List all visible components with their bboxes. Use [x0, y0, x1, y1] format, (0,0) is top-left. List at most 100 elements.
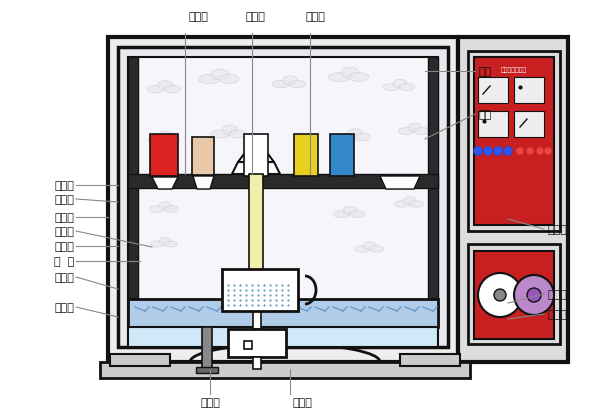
- Polygon shape: [238, 155, 274, 163]
- Ellipse shape: [393, 80, 407, 88]
- Circle shape: [474, 147, 483, 156]
- Circle shape: [526, 148, 534, 155]
- Ellipse shape: [337, 134, 355, 142]
- Text: 测试件: 测试件: [305, 12, 325, 22]
- Bar: [514, 112, 544, 138]
- Text: 盐水喷雾试验箱: 盐水喷雾试验箱: [501, 67, 527, 73]
- Bar: [128, 58, 438, 327]
- Bar: [192, 138, 214, 175]
- Polygon shape: [152, 178, 178, 189]
- Circle shape: [544, 148, 552, 155]
- Text: 调压阀: 调压阀: [547, 289, 567, 299]
- Bar: [225, 282, 295, 308]
- Text: 置物架: 置物架: [54, 195, 74, 204]
- Bar: [400, 354, 460, 366]
- Text: 过滤器: 过滤器: [292, 397, 312, 407]
- Bar: [253, 309, 261, 329]
- Ellipse shape: [414, 128, 430, 135]
- Bar: [458, 38, 568, 362]
- Ellipse shape: [349, 73, 369, 82]
- Ellipse shape: [348, 129, 362, 138]
- Bar: [110, 354, 170, 366]
- Ellipse shape: [211, 131, 230, 139]
- Bar: [253, 357, 261, 369]
- Ellipse shape: [148, 136, 165, 143]
- Ellipse shape: [164, 136, 180, 143]
- Text: 加热棒: 加热棒: [200, 397, 220, 407]
- Text: 控制板: 控制板: [547, 225, 567, 234]
- Text: 置物棒: 置物棒: [54, 180, 74, 191]
- Ellipse shape: [219, 75, 239, 84]
- Ellipse shape: [343, 207, 357, 215]
- Bar: [294, 135, 318, 177]
- Ellipse shape: [333, 211, 350, 218]
- Ellipse shape: [147, 86, 165, 94]
- Bar: [128, 58, 138, 327]
- Circle shape: [536, 148, 544, 155]
- Circle shape: [527, 288, 541, 302]
- Ellipse shape: [341, 68, 359, 79]
- Bar: [249, 175, 263, 284]
- Ellipse shape: [383, 84, 400, 91]
- Circle shape: [493, 147, 503, 156]
- Polygon shape: [232, 163, 280, 175]
- Bar: [108, 38, 458, 362]
- Text: 盐水槽: 盐水槽: [54, 272, 74, 282]
- Ellipse shape: [399, 84, 415, 91]
- Bar: [478, 112, 508, 138]
- Bar: [244, 135, 268, 177]
- Ellipse shape: [150, 241, 165, 247]
- Ellipse shape: [222, 126, 238, 135]
- Ellipse shape: [398, 128, 415, 135]
- Text: 噴雾塔: 噴雾塔: [245, 12, 265, 22]
- Bar: [474, 252, 554, 339]
- Ellipse shape: [159, 202, 172, 210]
- Ellipse shape: [272, 81, 290, 88]
- Circle shape: [503, 147, 513, 156]
- Ellipse shape: [349, 211, 365, 218]
- Text: 收集杯: 收集杯: [188, 12, 208, 22]
- Bar: [228, 329, 286, 357]
- Text: 筱外体: 筱外体: [54, 213, 74, 222]
- Ellipse shape: [283, 76, 297, 85]
- Bar: [150, 135, 178, 177]
- Text: 恒温水: 恒温水: [54, 302, 74, 312]
- Ellipse shape: [164, 86, 181, 94]
- Bar: [222, 270, 298, 311]
- Ellipse shape: [394, 201, 410, 208]
- Ellipse shape: [404, 198, 417, 205]
- Circle shape: [516, 148, 524, 155]
- Ellipse shape: [354, 134, 371, 142]
- Bar: [100, 362, 470, 378]
- Ellipse shape: [408, 124, 422, 133]
- Ellipse shape: [355, 246, 370, 253]
- Ellipse shape: [149, 206, 165, 213]
- Bar: [128, 299, 438, 327]
- Bar: [468, 52, 560, 231]
- Circle shape: [483, 147, 493, 156]
- Ellipse shape: [158, 81, 172, 90]
- Polygon shape: [193, 177, 214, 189]
- Bar: [196, 367, 218, 373]
- Text: 筱内体: 筱内体: [54, 241, 74, 252]
- Ellipse shape: [229, 131, 247, 139]
- Ellipse shape: [363, 242, 376, 250]
- Polygon shape: [380, 177, 420, 189]
- Bar: [128, 327, 438, 347]
- Bar: [478, 78, 508, 104]
- Circle shape: [494, 289, 506, 301]
- Ellipse shape: [198, 75, 220, 84]
- Bar: [514, 78, 544, 104]
- Ellipse shape: [329, 73, 350, 82]
- Ellipse shape: [369, 246, 384, 253]
- Bar: [202, 327, 212, 369]
- Bar: [118, 48, 448, 347]
- Ellipse shape: [165, 206, 179, 213]
- Bar: [330, 135, 354, 177]
- Bar: [468, 245, 560, 344]
- Bar: [428, 58, 438, 327]
- Text: 气压表: 气压表: [547, 309, 567, 319]
- Ellipse shape: [211, 70, 229, 81]
- Ellipse shape: [165, 241, 178, 247]
- Text: 盐雾: 盐雾: [478, 110, 491, 120]
